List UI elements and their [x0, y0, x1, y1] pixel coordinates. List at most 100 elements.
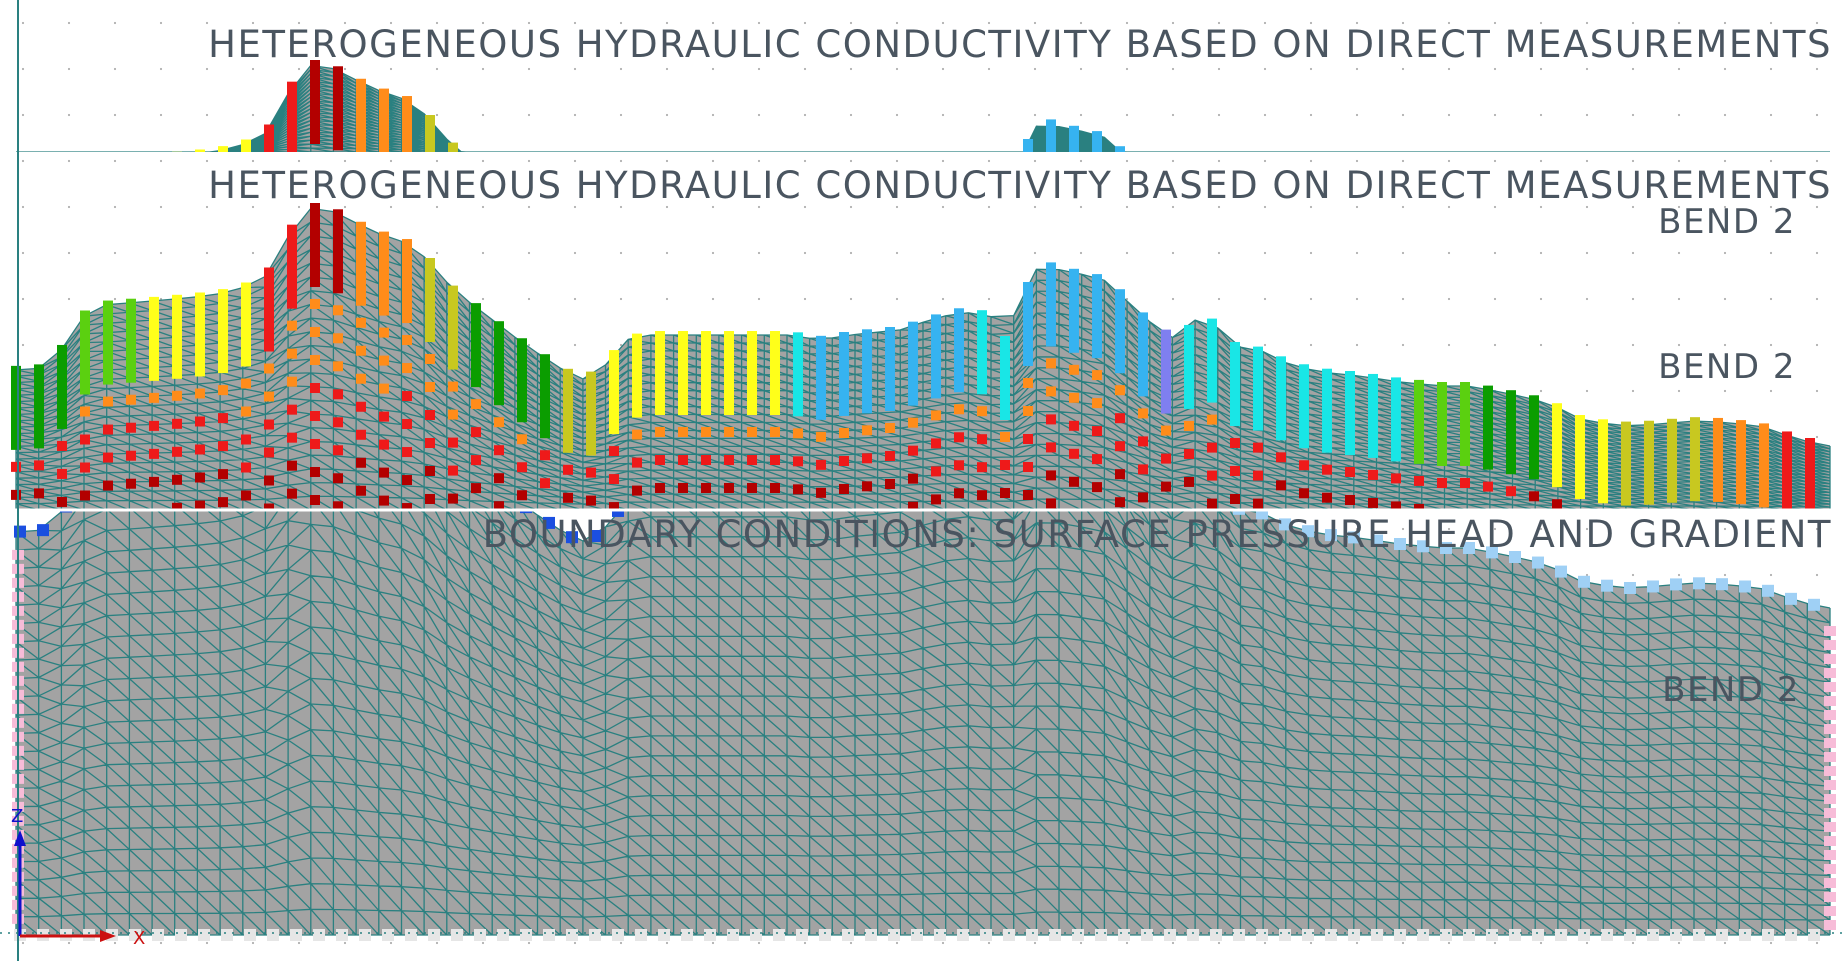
conductivity-node-marker	[402, 363, 412, 374]
conductivity-node-marker	[195, 444, 205, 455]
conductivity-node-marker	[1023, 378, 1033, 388]
bottom-bc-marker	[1440, 929, 1452, 941]
conductivity-node-marker	[1046, 358, 1056, 369]
conductivity-node-marker	[1483, 481, 1493, 492]
conductivity-node-marker	[448, 465, 458, 476]
conductivity-node-marker	[816, 459, 826, 470]
conductivity-column-marker	[1069, 125, 1079, 152]
conductivity-column-marker	[356, 221, 366, 306]
conductivity-node-marker	[1184, 448, 1194, 459]
right-side-bc-marker	[1824, 710, 1836, 720]
conductivity-column-marker	[1414, 379, 1424, 464]
conductivity-column-marker	[1621, 421, 1631, 506]
conductivity-column-marker	[1069, 268, 1079, 353]
conductivity-node-marker	[1069, 420, 1079, 431]
conductivity-node-marker	[333, 305, 343, 316]
conductivity-column-marker	[57, 344, 67, 429]
conductivity-node-marker	[655, 483, 665, 493]
conductivity-node-marker	[770, 455, 780, 465]
bottom-bc-marker	[221, 929, 233, 941]
conductivity-node-marker	[1345, 495, 1355, 505]
conductivity-column-marker	[1759, 423, 1769, 508]
surface-bc-marker	[1325, 529, 1337, 542]
conductivity-node-marker	[517, 462, 527, 473]
surface-bc-marker	[1463, 542, 1475, 554]
conductivity-column-marker	[1253, 346, 1263, 431]
bottom-bc-marker	[428, 929, 440, 941]
conductivity-node-marker	[1207, 414, 1217, 425]
surface-bc-marker	[1785, 592, 1797, 605]
conductivity-column-marker	[310, 60, 320, 144]
bottom-bc-marker	[635, 929, 647, 941]
conductivity-node-marker	[241, 434, 251, 445]
bottom-bc-marker	[1233, 929, 1245, 941]
bottom-bc-marker	[359, 929, 371, 941]
bottom-bc-marker	[796, 929, 808, 941]
conductivity-node-marker	[1046, 386, 1056, 397]
conductivity-node-marker	[310, 439, 320, 449]
conductivity-column-marker	[333, 66, 343, 151]
panel-2-label: BEND 2	[1658, 347, 1796, 387]
mesh-lines	[15, 510, 1831, 936]
bottom-bc-marker	[497, 929, 509, 941]
right-side-bc-marker	[1824, 668, 1836, 678]
right-side-bc-marker	[1824, 808, 1836, 818]
conductivity-node-marker	[11, 461, 21, 472]
conductivity-node-marker	[1046, 470, 1056, 481]
conductivity-node-marker	[1069, 476, 1079, 487]
conductivity-node-marker	[1253, 442, 1263, 453]
bottom-bc-marker	[543, 929, 555, 941]
conductivity-node-marker	[448, 437, 458, 448]
surface-bc-marker	[1348, 531, 1360, 544]
conductivity-column-marker	[1483, 385, 1493, 470]
conductivity-node-marker	[701, 427, 711, 437]
conductivity-node-marker	[793, 428, 803, 439]
conductivity-column-marker	[1184, 324, 1194, 409]
conductivity-node-marker	[1322, 464, 1332, 475]
conductivity-node-marker	[80, 462, 90, 473]
bottom-bc-marker	[865, 929, 877, 941]
panel-middle-conductivity	[11, 203, 1831, 510]
bottom-bc-marker	[750, 929, 762, 941]
conductivity-column-marker	[1115, 289, 1125, 374]
conductivity-node-marker	[80, 434, 90, 445]
conductivity-node-marker	[172, 446, 182, 457]
bottom-bc-marker	[934, 929, 946, 941]
bottom-bc-marker	[681, 929, 693, 941]
conductivity-column-marker	[1023, 282, 1033, 366]
right-side-bc-marker	[1824, 752, 1836, 762]
bottom-bc-marker	[589, 929, 601, 941]
conductivity-column-marker	[1598, 419, 1608, 504]
conductivity-column-marker	[793, 332, 803, 417]
conductivity-node-marker	[310, 383, 320, 393]
conductivity-node-marker	[218, 497, 228, 508]
conductivity-node-marker	[333, 417, 343, 428]
conductivity-column-marker	[333, 209, 343, 294]
surface-bc-marker	[1693, 577, 1705, 590]
conductivity-node-marker	[287, 404, 297, 415]
conductivity-column-marker	[1667, 418, 1677, 503]
conductivity-node-marker	[793, 484, 803, 495]
conductivity-node-marker	[1414, 475, 1424, 486]
surface-bc-marker	[37, 524, 49, 537]
conductivity-node-marker	[34, 460, 44, 471]
conductivity-node-marker	[1299, 488, 1309, 499]
conductivity-node-marker	[1115, 469, 1125, 480]
conductivity-node-marker	[356, 429, 366, 440]
conductivity-column-marker	[655, 331, 665, 415]
conductivity-node-marker	[1138, 436, 1148, 447]
conductivity-node-marker	[402, 447, 412, 458]
bottom-bc-marker	[336, 929, 348, 941]
conductivity-column-marker	[563, 368, 573, 453]
conductivity-column-marker	[402, 239, 412, 324]
conductivity-column-marker	[678, 331, 688, 415]
conductivity-column-marker	[1368, 373, 1378, 458]
conductivity-node-marker	[862, 425, 872, 436]
conductivity-column-marker	[1529, 395, 1539, 480]
conductivity-node-marker	[1046, 442, 1056, 453]
conductivity-column-marker	[1506, 390, 1516, 475]
bottom-bc-marker	[1624, 929, 1636, 941]
bottom-bc-marker	[612, 929, 624, 941]
